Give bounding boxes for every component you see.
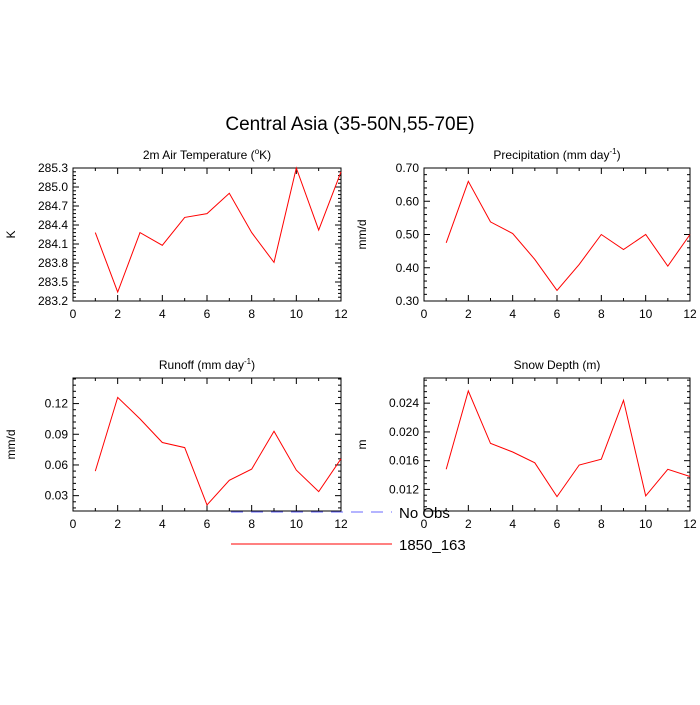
chart-panel-3: Runoff (mm day-1) mm/d 0 2 4 6 8 10 12 0.03 0.06 0.… — [4, 357, 348, 531]
series-line-1850_163 — [95, 397, 341, 505]
x-tick-label: 10 — [639, 307, 653, 321]
y-tick-label: 284.7 — [38, 199, 68, 213]
y-tick-label: 283.2 — [38, 294, 68, 308]
x-tick-label: 8 — [598, 307, 605, 321]
x-tick-label: 6 — [204, 307, 211, 321]
x-tick-label: 10 — [639, 517, 653, 531]
y-tick-label: 0.016 — [389, 454, 419, 468]
x-tick-label: 12 — [334, 517, 348, 531]
x-tick-label: 4 — [509, 307, 516, 321]
y-tick-label: 0.70 — [396, 161, 420, 175]
y-tick-label: 0.06 — [45, 458, 69, 472]
x-tick-label: 12 — [683, 517, 697, 531]
y-axis-label: mm/d — [355, 220, 369, 250]
x-tick-label: 0 — [70, 517, 77, 531]
plot-frame — [424, 168, 690, 301]
x-tick-label: 12 — [334, 307, 348, 321]
series-line-1850_163 — [95, 168, 341, 292]
y-tick-label: 283.8 — [38, 256, 68, 270]
legend: No Obs 1850_163 — [231, 505, 466, 554]
x-tick-label: 8 — [248, 307, 255, 321]
chart-panel-2: Precipitation (mm day-1) mm/d 0 2 4 6 8 10 12 0.3… — [355, 147, 697, 321]
plot-frame — [73, 378, 341, 511]
y-tick-label: 0.40 — [396, 261, 420, 275]
x-tick-label: 10 — [290, 517, 304, 531]
x-tick-label: 4 — [509, 517, 516, 531]
legend-label-1: No Obs — [399, 505, 450, 522]
x-tick-label: 8 — [248, 517, 255, 531]
figure-title: Central Asia (35-50N,55-70E) — [225, 114, 474, 135]
panel-title: Runoff (mm day-1) — [159, 357, 255, 372]
x-tick-label: 4 — [159, 307, 166, 321]
series-line-1850_163 — [446, 181, 690, 290]
y-tick-label: 0.012 — [389, 482, 419, 496]
x-tick-label: 2 — [465, 307, 472, 321]
y-tick-label: 0.30 — [396, 294, 420, 308]
y-tick-label: 0.024 — [389, 396, 419, 410]
y-tick-label: 284.1 — [38, 237, 68, 251]
panel-title: Snow Depth (m) — [514, 358, 601, 372]
x-tick-label: 4 — [159, 517, 166, 531]
y-tick-label: 0.09 — [45, 427, 69, 441]
y-tick-label: 285.0 — [38, 180, 68, 194]
panel-title: 2m Air Temperature (oK) — [143, 147, 271, 162]
y-tick-label: 0.03 — [45, 489, 69, 503]
y-axis-label: m — [355, 440, 369, 450]
y-tick-label: 0.12 — [45, 397, 69, 411]
y-tick-label: 284.4 — [38, 218, 68, 232]
x-tick-label: 8 — [598, 517, 605, 531]
x-tick-label: 12 — [683, 307, 697, 321]
chart-panel-1: 2m Air Temperature (oK) K 0 2 4 6 8 10 12 283.2 28… — [4, 147, 348, 321]
x-tick-label: 2 — [465, 517, 472, 531]
x-tick-label: 6 — [204, 517, 211, 531]
x-tick-label: 10 — [290, 307, 304, 321]
panel-title: Precipitation (mm day-1) — [493, 147, 620, 162]
x-tick-label: 0 — [421, 307, 428, 321]
y-tick-label: 283.5 — [38, 275, 68, 289]
x-tick-label: 2 — [114, 517, 121, 531]
x-tick-label: 2 — [114, 307, 121, 321]
y-tick-label: 0.020 — [389, 425, 419, 439]
x-tick-label: 0 — [70, 307, 77, 321]
x-tick-label: 6 — [554, 517, 561, 531]
legend-label-2: 1850_163 — [399, 537, 466, 554]
y-axis-label: mm/d — [4, 430, 18, 460]
series-line-1850_163 — [446, 391, 690, 497]
y-tick-label: 0.60 — [396, 194, 420, 208]
x-tick-label: 6 — [554, 307, 561, 321]
y-tick-label: 0.50 — [396, 228, 420, 242]
y-axis-label: K — [4, 230, 18, 238]
y-tick-label: 285.3 — [38, 161, 68, 175]
